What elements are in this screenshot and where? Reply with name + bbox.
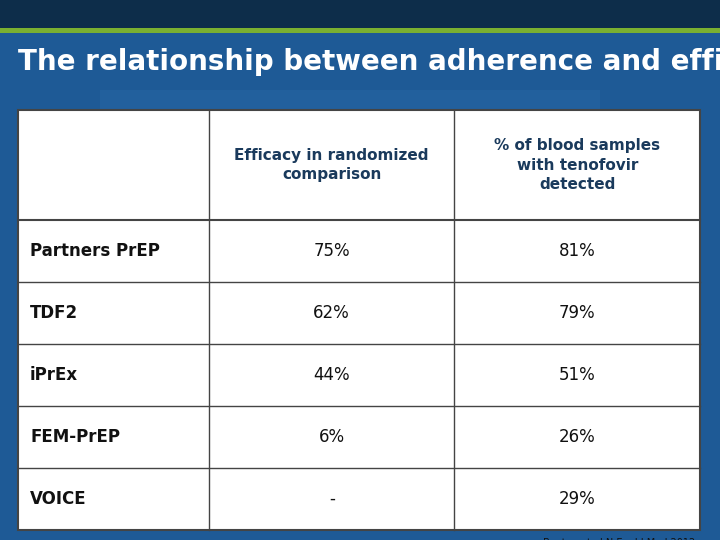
Text: FEM-PrEP: FEM-PrEP [30,428,120,446]
Bar [18,110,700,530]
Text: 81%: 81% [559,242,595,260]
Text: 44%: 44% [313,366,350,384]
Text: 29%: 29% [559,490,595,508]
Bar [0,28,720,33]
Text: 6%: 6% [319,428,345,446]
Text: 75%: 75% [313,242,350,260]
Text: Baeten et al N Engl J Med 2012
Grant et al N Engl J Med 2010
Van Damme et al N E: Baeten et al N Engl J Med 2012 Grant et … [518,538,695,540]
Text: 26%: 26% [559,428,595,446]
Text: iPrEx: iPrEx [30,366,78,384]
Bar [100,90,600,340]
Text: -: - [329,490,335,508]
Text: VOICE: VOICE [30,490,86,508]
Text: % of blood samples
with tenofovir
detected: % of blood samples with tenofovir detect… [494,138,660,192]
Text: 79%: 79% [559,304,595,322]
Bar [18,110,700,530]
Text: TDF2: TDF2 [30,304,78,322]
Text: Partners PrEP: Partners PrEP [30,242,160,260]
Bar [0,0,720,28]
Text: The relationship between adherence and efficacy: The relationship between adherence and e… [18,48,720,76]
Text: Efficacy in randomized
comparison: Efficacy in randomized comparison [235,147,429,183]
Text: 62%: 62% [313,304,350,322]
Text: 51%: 51% [559,366,595,384]
